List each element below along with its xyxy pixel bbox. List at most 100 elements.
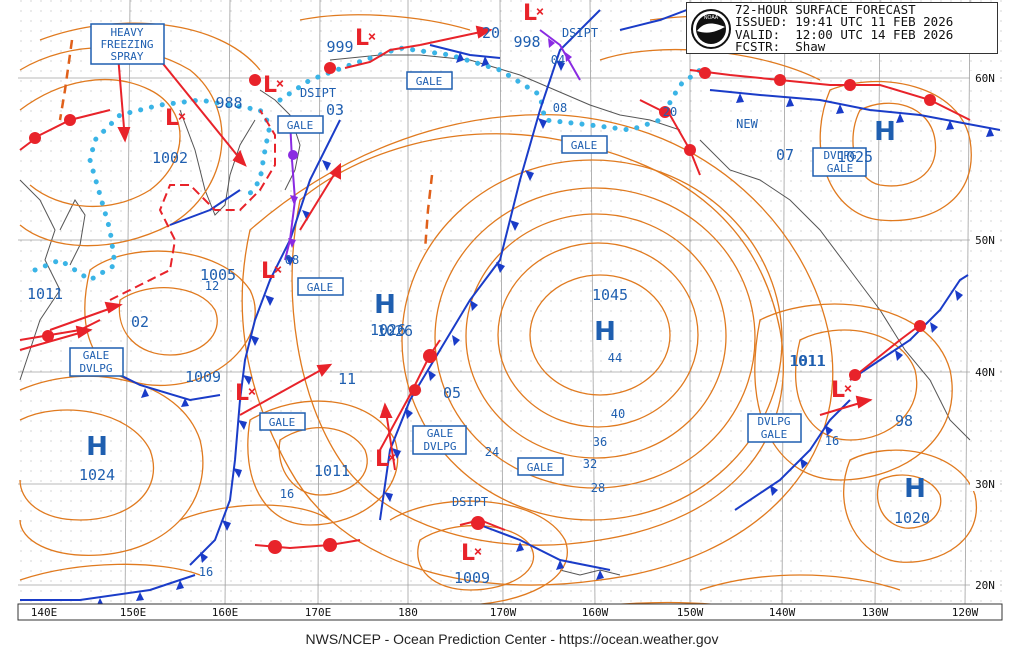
cold-front-barbs	[96, 52, 994, 607]
latitude-label: 30N	[975, 478, 995, 491]
annotation-label: DSIPT	[562, 26, 598, 40]
low-pressure-symbol: L	[523, 1, 537, 26]
high-pressure-symbol: H	[904, 474, 926, 504]
latitude-label-bg	[970, 477, 1000, 491]
latitude-label: 60N	[975, 72, 995, 85]
longitude-label: 140W	[769, 606, 796, 619]
low-pressure-symbol: L	[165, 106, 179, 131]
longitude-label: 120W	[952, 606, 979, 619]
annotation-label: DSIPT	[452, 495, 488, 509]
low-center-mark: ×	[368, 29, 376, 45]
longitude-label: 160W	[582, 606, 609, 619]
header-title: 72-HOUR SURFACE FORECAST	[735, 2, 916, 17]
low-pressure-value: 1005	[200, 266, 236, 284]
warning-label: DVLPG	[79, 362, 112, 375]
warning-label: GALE	[416, 75, 443, 88]
low-pressure-value: 1009	[454, 569, 490, 587]
high-pressure-value: 1026	[370, 321, 406, 339]
high-pressure-symbol: H	[874, 117, 896, 147]
isobar-value-label: 32	[583, 457, 597, 471]
troughs	[58, 39, 434, 251]
isobar-value-label: 24	[485, 445, 499, 459]
latitude-label-bg	[970, 365, 1000, 379]
low-pressure-value: 1009	[185, 368, 221, 386]
header-forecaster: FCSTR: Shaw	[735, 38, 826, 54]
longitude-label: 140E	[31, 606, 58, 619]
isobar-value-label: 16	[825, 434, 839, 448]
low-pressure-symbol: L	[375, 447, 389, 472]
noaa-logo-icon: NOAA	[691, 9, 731, 49]
page-footer: NWS/NCEP - Ocean Prediction Center - htt…	[305, 631, 719, 647]
low-pressure-symbol: L	[355, 26, 369, 51]
low-pressure-symbol: L	[831, 378, 845, 403]
isobar-value-label: 1011	[789, 352, 825, 370]
low-center-mark: ×	[248, 384, 256, 400]
isobar-value-label: 44	[608, 351, 622, 365]
isobar-value-label: 20	[482, 24, 500, 42]
isobar-value-label: 16	[280, 487, 294, 501]
latitude-label-bg	[970, 578, 1000, 592]
low-pressure-value: 1011	[790, 352, 826, 370]
warning-label: GALE	[571, 139, 598, 152]
isobar-value-label: 07	[776, 146, 794, 164]
longitude-label: 160E	[212, 606, 239, 619]
annotation-label: DSIPT	[300, 86, 336, 100]
latitude-label: 40N	[975, 366, 995, 379]
isobar-value-label: 03	[326, 101, 344, 119]
low-center-mark: ×	[274, 262, 282, 278]
header-text: 72-HOUR SURFACE FORECAST ISSUED: 19:41 UT…	[735, 2, 954, 54]
warm-front-lobes	[29, 62, 936, 554]
header-issued: ISSUED: 19:41 UTC 11 FEB 2026	[735, 14, 954, 30]
longitude-label: 130W	[862, 606, 889, 619]
warning-label: SPRAY	[110, 50, 143, 63]
movement-arrows	[19, 25, 873, 471]
isobar-value-label: 28	[591, 481, 605, 495]
low-pressure-value: 1011	[314, 462, 350, 480]
warning-label: GALE	[307, 281, 334, 294]
longitude-label: 150W	[677, 606, 704, 619]
low-center-mark: ×	[276, 76, 284, 92]
isobar-value-label: 20	[663, 105, 677, 119]
longitude-label: 150E	[120, 606, 147, 619]
warning-label: DVLPG	[423, 440, 456, 453]
header-valid: VALID: 12:00 UTC 14 FEB 2026	[735, 26, 954, 42]
latitude-axis: 60N 50N 40N 30N 20N	[970, 71, 1000, 592]
latitude-label: 50N	[975, 234, 995, 247]
isobar-value-label: 16	[199, 565, 213, 579]
isobar-value-label: 08	[553, 101, 567, 115]
low-center-mark: ×	[388, 450, 396, 466]
low-pressure-symbol: L	[261, 259, 275, 284]
isobar-value-label: 1026	[377, 322, 413, 340]
warning-label: GALE	[827, 162, 854, 175]
low-pressure-value: 999	[326, 38, 353, 56]
low-center-mark: ×	[844, 381, 852, 397]
longitude-label: 180	[398, 606, 418, 619]
isobar-value-label: 11	[338, 370, 356, 388]
low-pressure-value: 998	[513, 33, 540, 51]
warning-label: DVLPG	[757, 415, 790, 428]
high-pressure-symbol: H	[86, 432, 108, 462]
isobar-value-label: 12	[205, 279, 219, 293]
label-boxes	[69, 23, 867, 476]
latitude-label-bg	[970, 233, 1000, 247]
low-pressure-value: 1002	[152, 149, 188, 167]
latitude-label: 20N	[975, 579, 995, 592]
isobar-value-label: 05	[443, 384, 461, 402]
warning-label: GALE	[761, 428, 788, 441]
latitude-label-bg	[970, 71, 1000, 85]
isobar-value-label: 02	[131, 313, 149, 331]
isobar-value-label: 40	[611, 407, 625, 421]
occluded-symbols	[288, 38, 572, 248]
dot-grid	[18, 0, 1002, 605]
high-pressure-symbol: H	[594, 317, 616, 347]
warning-label: GALE	[427, 427, 454, 440]
logo-text: NOAA	[704, 15, 719, 21]
warning-label: FREEZING	[101, 38, 154, 51]
warning-label: GALE	[269, 416, 296, 429]
warning-label: DVLPG	[823, 149, 856, 162]
isobar-value-label: 98	[895, 412, 913, 430]
longitude-axis: 140E 150E 160E 170E 180 170W 160W 150W 140W 130W 1…	[17, 603, 1003, 621]
